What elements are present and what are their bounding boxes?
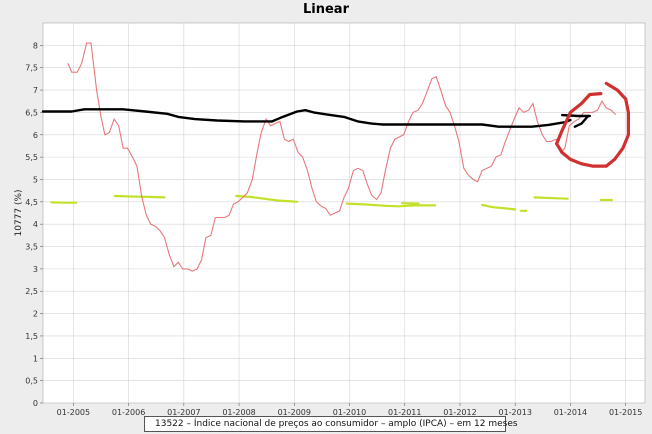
red-annotation-stroke	[555, 81, 630, 168]
y-tick-label: 7	[33, 86, 38, 95]
y-axis: 0 0,5 1 1,5 2 2,5 3 3,5 4 4,5 5 5,5 6 6,5 7 7,5 8	[25, 41, 43, 408]
y-tick-label: 0,5	[25, 377, 38, 386]
grid-lines	[43, 23, 645, 404]
red-annotation-stroke	[555, 92, 603, 146]
x-tick-label: 01-2005	[57, 408, 90, 417]
legend-label: 13522 – Índice nacional de preços ao con…	[155, 419, 518, 429]
x-tick-label: 01-2011	[388, 408, 421, 417]
red-annotations	[555, 81, 630, 168]
x-axis: 01-2005 01-2006 01-2007 01-2008 01-2009 01-20…	[57, 403, 642, 417]
y-tick-label: 1,5	[25, 332, 38, 341]
green-annotation-stroke	[345, 202, 437, 208]
green-annotations	[50, 194, 613, 212]
black-annotation-stroke	[41, 108, 572, 128]
plot-area	[42, 22, 646, 404]
y-tick-label: 0	[33, 399, 38, 408]
x-tick-label: 01-2009	[278, 408, 311, 417]
y-tick-label: 5	[33, 175, 38, 184]
x-tick-label: 01-2012	[443, 408, 476, 417]
y-tick-label: 6	[33, 131, 38, 140]
green-annotation-stroke	[481, 203, 517, 211]
y-tick-label: 7,5	[25, 64, 38, 73]
y-tick-label: 6,5	[25, 108, 38, 117]
y-axis-label: 10777 (%)	[14, 189, 24, 236]
legend: 13522 – Índice nacional de preços ao con…	[144, 416, 518, 432]
green-annotation-stroke	[533, 196, 569, 200]
x-tick-label: 01-2008	[222, 408, 255, 417]
y-tick-label: 4	[33, 220, 38, 229]
y-tick-label: 5,5	[25, 153, 38, 162]
green-annotation-stroke	[235, 194, 299, 203]
series-line	[67, 42, 617, 272]
black-annotation-stroke	[561, 113, 591, 118]
y-tick-label: 2,5	[25, 287, 38, 296]
green-annotation-stroke	[113, 194, 166, 199]
y-tick-label: 3	[33, 265, 38, 274]
black-annotation-stroke	[573, 114, 590, 128]
y-tick-label: 3,5	[25, 243, 38, 252]
x-tick-label: 01-2015	[609, 408, 642, 417]
x-tick-label: 01-2014	[554, 408, 587, 417]
chart-title: Linear	[303, 2, 350, 17]
y-tick-label: 1	[33, 354, 38, 363]
x-tick-label: 01-2013	[498, 408, 531, 417]
series-lines	[67, 42, 617, 272]
y-tick-label: 4,5	[25, 198, 38, 207]
x-tick-label: 01-2010	[333, 408, 366, 417]
y-tick-label: 8	[33, 41, 38, 50]
y-tick-label: 2	[33, 310, 38, 319]
x-tick-label: 01-2006	[112, 408, 145, 417]
x-tick-label: 01-2007	[167, 408, 200, 417]
